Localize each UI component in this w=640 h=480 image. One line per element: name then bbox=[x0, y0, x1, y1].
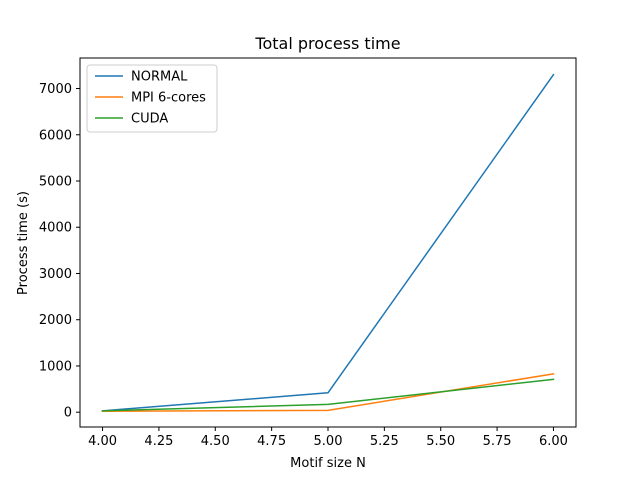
legend-box bbox=[86, 64, 218, 133]
legend-label-1: MPI 6-cores bbox=[131, 91, 206, 106]
y-tick-label: 4000 bbox=[39, 221, 72, 236]
series-layer bbox=[101, 73, 555, 413]
y-tick-label: 0 bbox=[64, 406, 72, 421]
y-tick-label: 5000 bbox=[39, 175, 72, 190]
legend-label-0: NORMAL bbox=[131, 70, 188, 85]
x-tick-label: 4.75 bbox=[257, 434, 286, 449]
legend: NORMAL MPI 6-cores CUDA bbox=[86, 64, 218, 133]
series-line-0 bbox=[101, 73, 555, 412]
x-axis-label: Motif size N bbox=[290, 456, 366, 471]
y-tick-label: 6000 bbox=[39, 128, 72, 143]
series-line-2 bbox=[101, 378, 555, 412]
x-tick-label: 6.00 bbox=[539, 434, 568, 449]
y-axis-label: Process time (s) bbox=[16, 191, 31, 295]
y-tick-label: 1000 bbox=[39, 359, 72, 374]
x-tick-label: 5.50 bbox=[426, 434, 455, 449]
legend-label-2: CUDA bbox=[131, 112, 168, 127]
x-tick-label: 4.25 bbox=[144, 434, 173, 449]
x-tick-label: 5.25 bbox=[370, 434, 399, 449]
x-tick-label: 4.50 bbox=[201, 434, 230, 449]
x-axis-ticks: 4.00 4.25 4.50 4.75 5.00 5.25 5.50 5.75 6.00 bbox=[88, 427, 568, 449]
x-tick-label: 5.00 bbox=[314, 434, 343, 449]
x-tick-label: 4.00 bbox=[88, 434, 117, 449]
x-tick-label: 5.75 bbox=[483, 434, 512, 449]
y-tick-label: 7000 bbox=[39, 82, 72, 97]
chart-title: Total process time bbox=[254, 34, 400, 53]
y-tick-label: 2000 bbox=[39, 313, 72, 328]
y-tick-label: 3000 bbox=[39, 267, 72, 282]
y-axis-ticks: 0 1000 2000 3000 4000 5000 6000 7000 bbox=[39, 82, 80, 421]
series-line-1 bbox=[101, 372, 555, 413]
